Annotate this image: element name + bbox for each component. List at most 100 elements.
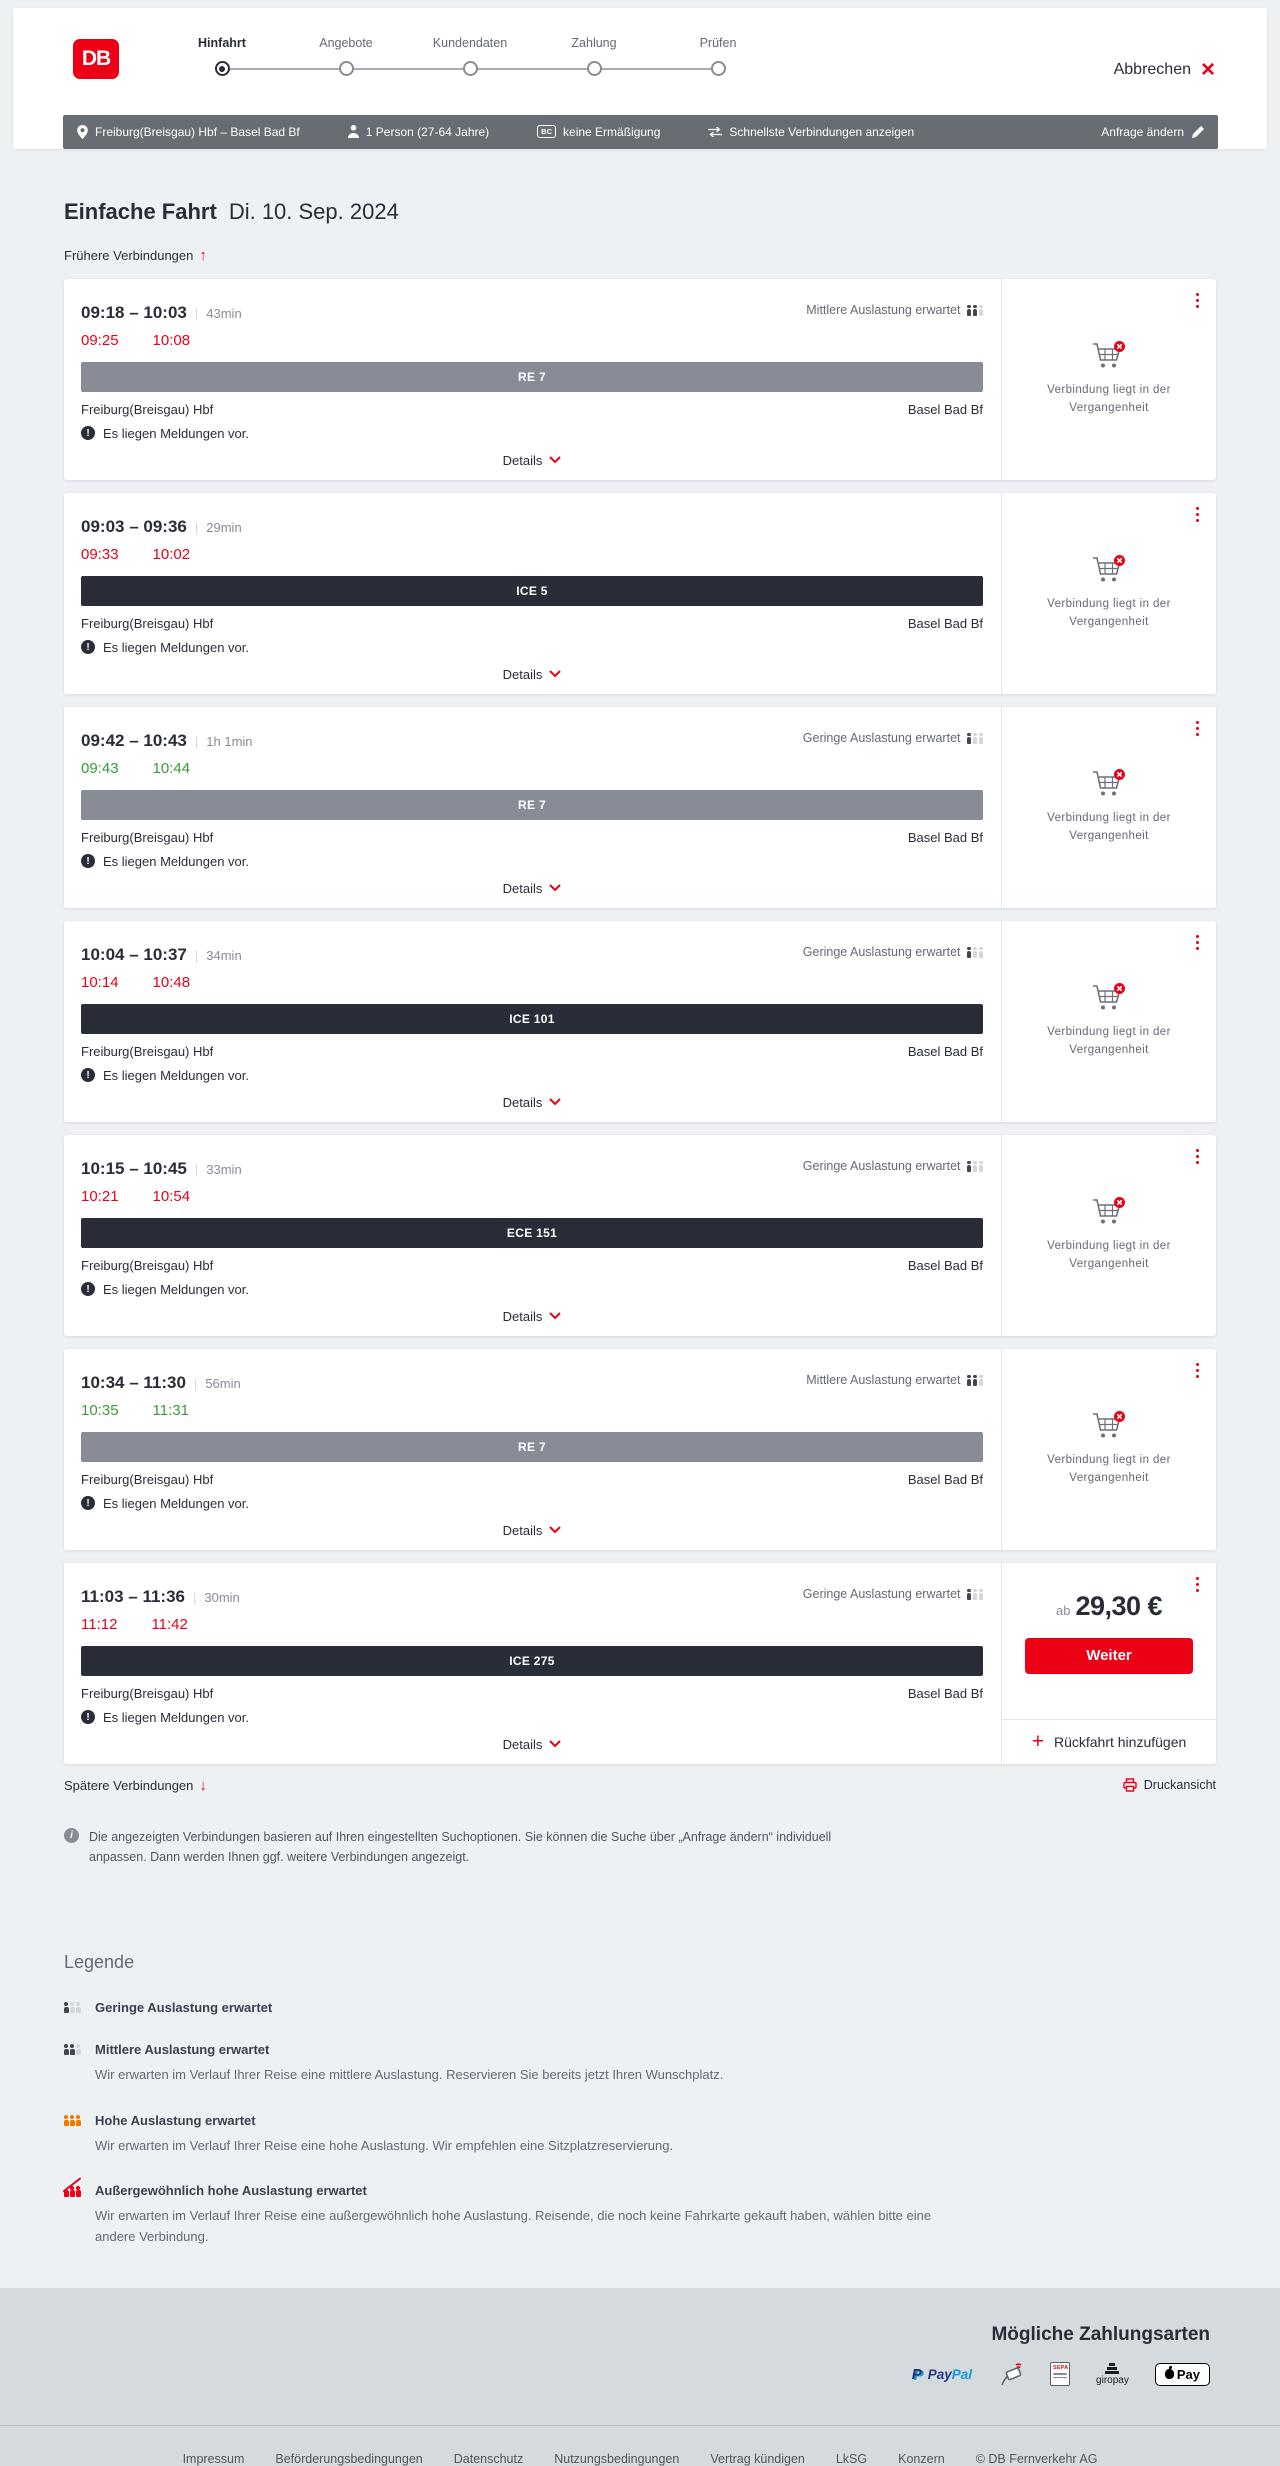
- journey-times: 10:04 – 10:37: [81, 944, 187, 964]
- continue-button[interactable]: Weiter: [1025, 1637, 1193, 1674]
- route-summary: Freiburg(Breisgau) Hbf – Basel Bad Bf: [77, 124, 300, 139]
- step-dot-icon: [338, 61, 354, 76]
- details-toggle[interactable]: Details: [497, 877, 568, 900]
- footer-link-konzern[interactable]: Konzern: [898, 2452, 945, 2466]
- footer-link-nutzungsbedingungen[interactable]: Nutzungsbedingungen: [554, 2452, 680, 2466]
- realtime-times: 10:35 11:31: [81, 1402, 983, 1419]
- train-segment-bar[interactable]: RE 7: [81, 361, 983, 392]
- realtime-arrival: 10:44: [152, 759, 191, 777]
- realtime-times: 11:12 11:42: [81, 1616, 983, 1633]
- add-return-button[interactable]: + Rückfahrt hinzufügen: [1002, 1718, 1216, 1764]
- plus-icon: +: [1031, 1730, 1044, 1754]
- footer-link-lksg[interactable]: LkSG: [835, 2452, 868, 2466]
- legend-item-mid: Mittlere Auslastung erwartet Wir erwarte…: [64, 2042, 1216, 2086]
- page-title-row: Einfache Fahrt Di. 10. Sep. 2024: [64, 199, 1216, 225]
- progress-steps: Hinfahrt Angebote Kundendaten Zahlung Pr…: [160, 36, 780, 76]
- details-toggle[interactable]: Details: [497, 1733, 568, 1756]
- realtime-departure: 10:21: [81, 1187, 119, 1205]
- person-icon: [347, 125, 359, 139]
- details-toggle[interactable]: Details: [497, 1091, 568, 1114]
- occupancy-icon: [966, 1160, 983, 1172]
- sort-summary: Schnellste Verbindungen anzeigen: [708, 125, 914, 139]
- realtime-arrival: 11:31: [152, 1401, 189, 1419]
- destination-station: Basel Bad Bf: [907, 1471, 983, 1487]
- discount-summary: BC keine Ermäßigung: [537, 125, 660, 139]
- cart-unavailable-icon: [1093, 1411, 1125, 1438]
- connection-card: 10:34 – 11:30 | 56min Mittlere Auslastung …: [64, 1348, 1216, 1550]
- cart-unavailable-icon: [1093, 1197, 1125, 1224]
- journey-duration: 43min: [206, 305, 242, 321]
- legend-title: Legende: [64, 1951, 135, 1972]
- step-zahlung: Zahlung: [532, 36, 656, 76]
- chevron-down-icon: [549, 1740, 562, 1748]
- swap-arrows-icon: [708, 126, 723, 137]
- occupancy-indicator: Geringe Auslastung erwartet: [803, 945, 983, 959]
- kebab-menu[interactable]: [1194, 719, 1202, 739]
- journey-duration: 1h 1min: [206, 733, 253, 749]
- price-value: 29,30 €: [1075, 1590, 1163, 1621]
- train-segment-bar[interactable]: ICE 275: [81, 1645, 983, 1676]
- footer-link-datenschutz[interactable]: Datenschutz: [453, 2452, 524, 2466]
- earlier-connections-link[interactable]: Frühere Verbindungen ↑: [64, 246, 207, 264]
- alert-icon: !: [81, 1282, 95, 1297]
- payment-methods-title: Mögliche Zahlungsarten: [991, 2324, 1210, 2345]
- alert-icon: !: [81, 640, 95, 655]
- footer: Impressum Beförderungsbedingungen Datens…: [0, 2425, 1280, 2466]
- details-toggle[interactable]: Details: [497, 1519, 568, 1542]
- origin-station: Freiburg(Breisgau) Hbf: [81, 829, 214, 845]
- realtime-times: 09:25 10:08: [81, 332, 983, 349]
- print-view-link[interactable]: Druckansicht: [1123, 1778, 1216, 1792]
- connection-card: 10:04 – 10:37 | 34min Geringe Auslastung e…: [64, 920, 1216, 1122]
- train-segment-bar[interactable]: RE 7: [81, 1431, 983, 1462]
- later-connections-link[interactable]: Spätere Verbindungen ↓: [64, 1776, 207, 1794]
- kebab-menu[interactable]: [1194, 933, 1202, 953]
- messages-notice: ! Es liegen Meldungen vor.: [81, 1282, 983, 1297]
- destination-station: Basel Bad Bf: [907, 615, 983, 631]
- details-toggle[interactable]: Details: [497, 449, 568, 472]
- footer-link-vertrag-kuendigen[interactable]: Vertrag kündigen: [710, 2452, 805, 2466]
- journey-times: 10:15 – 10:45: [81, 1158, 187, 1178]
- train-segment-bar[interactable]: ECE 151: [81, 1217, 983, 1248]
- occupancy-indicator: Geringe Auslastung erwartet: [803, 731, 983, 745]
- footer-link-befoerderungsbedingungen[interactable]: Beförderungsbedingungen: [275, 2452, 423, 2466]
- train-segment-bar[interactable]: ICE 5: [81, 575, 983, 606]
- page-title: Einfache Fahrt: [64, 198, 217, 224]
- kebab-menu[interactable]: [1194, 1147, 1202, 1167]
- details-toggle[interactable]: Details: [497, 663, 568, 686]
- train-segment-bar[interactable]: RE 7: [81, 789, 983, 820]
- connection-card-bookable: 11:03 – 11:36 | 30min Geringe Auslastung e…: [64, 1562, 1216, 1764]
- cancel-button[interactable]: Abbrechen ×: [1113, 56, 1215, 83]
- step-hinfahrt[interactable]: Hinfahrt: [160, 36, 284, 76]
- messages-notice: ! Es liegen Meldungen vor.: [81, 1710, 983, 1725]
- info-icon: i: [64, 1827, 79, 1843]
- occupancy-high-icon: [64, 2114, 86, 2127]
- journey-duration: 56min: [205, 1375, 241, 1391]
- travelers-summary: 1 Person (27-64 Jahre): [347, 125, 489, 139]
- journey-duration: 30min: [204, 1589, 240, 1605]
- realtime-departure: 10:35: [81, 1401, 119, 1419]
- search-info-note: i Die angezeigten Verbindungen basieren …: [64, 1827, 864, 1868]
- apple-pay-icon: Pay: [1154, 2362, 1210, 2386]
- step-kundendaten: Kundendaten: [408, 36, 532, 76]
- details-toggle[interactable]: Details: [497, 1305, 568, 1328]
- train-segment-bar[interactable]: ICE 101: [81, 1003, 983, 1034]
- chevron-down-icon: [549, 456, 562, 464]
- legend-section: Legende Geringe Auslastung erwartet Mitt…: [64, 1952, 1216, 2248]
- realtime-departure: 09:25: [81, 331, 119, 349]
- destination-station: Basel Bad Bf: [907, 1257, 983, 1273]
- chevron-down-icon: [549, 670, 562, 678]
- step-dot-icon: [710, 61, 726, 76]
- kebab-menu[interactable]: [1194, 1575, 1202, 1595]
- edit-search-button[interactable]: Anfrage ändern: [1101, 125, 1204, 139]
- past-connection-box: Verbindung liegt in der Vergangenheit: [1002, 921, 1216, 1122]
- app-header: DB Hinfahrt Angebote Kundendaten Zahlung…: [13, 8, 1267, 149]
- cart-unavailable-icon: [1093, 341, 1125, 368]
- connection-card: 10:15 – 10:45 | 33min Geringe Auslastung e…: [64, 1134, 1216, 1336]
- footer-link-impressum[interactable]: Impressum: [182, 2452, 245, 2466]
- kebab-menu[interactable]: [1194, 505, 1202, 525]
- kebab-menu[interactable]: [1194, 1361, 1202, 1381]
- realtime-departure: 10:14: [81, 973, 119, 991]
- kebab-menu[interactable]: [1194, 291, 1202, 311]
- cart-unavailable-icon: [1093, 983, 1125, 1010]
